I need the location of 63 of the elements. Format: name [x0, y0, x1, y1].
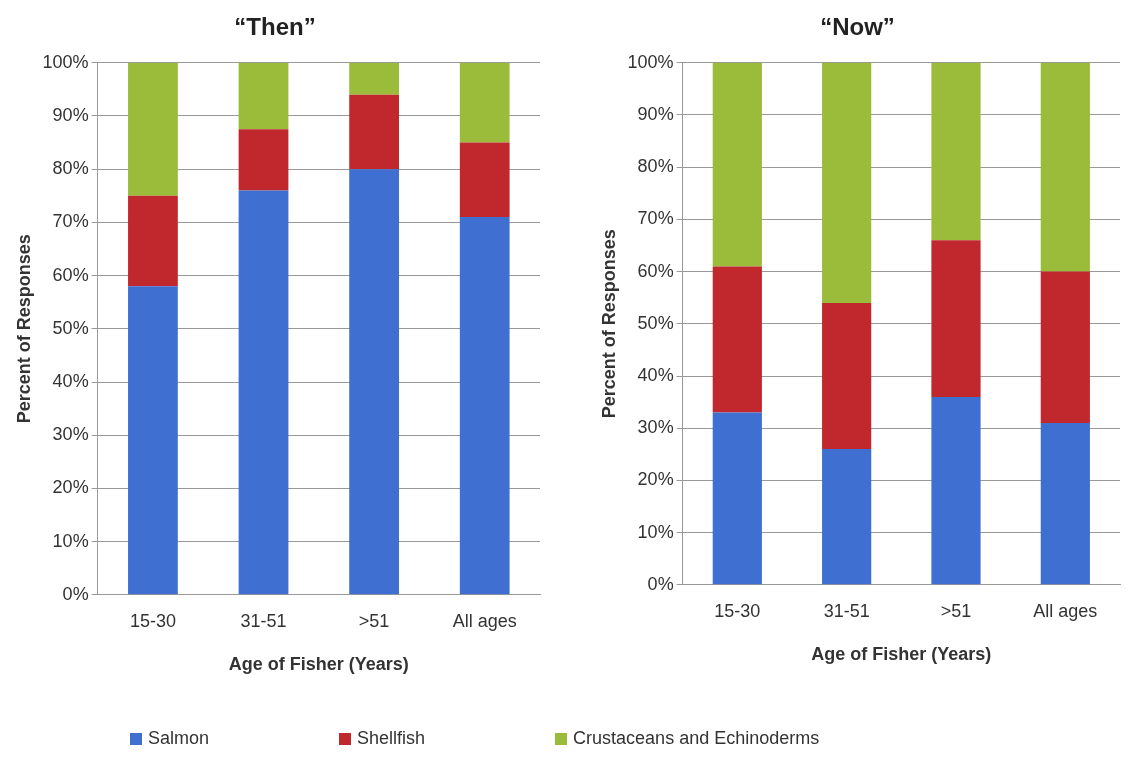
bar: [238, 129, 289, 191]
y-tick-label: 100%: [627, 51, 674, 72]
legend-label: Salmon: [148, 728, 210, 749]
y-tick-label: 100%: [42, 51, 89, 72]
x-tick-label: 15-30: [129, 610, 176, 631]
bar: [712, 266, 762, 413]
y-tick-label: 30%: [637, 417, 674, 438]
y-axis-title: Percent of Responses: [598, 229, 619, 419]
bar: [1040, 62, 1090, 272]
bar: [712, 412, 762, 585]
bar: [459, 217, 510, 595]
y-tick-label: 20%: [52, 477, 89, 498]
bar: [459, 142, 510, 218]
y-tick-label: 10%: [52, 530, 89, 551]
x-tick-label: All ages: [452, 610, 517, 631]
y-tick-label: 70%: [637, 208, 674, 229]
y-tick-label: 60%: [52, 264, 89, 285]
y-tick-label: 40%: [637, 364, 674, 385]
x-tick-label: 31-51: [823, 600, 870, 621]
bar: [1040, 271, 1090, 423]
x-axis-title: Age of Fisher (Years): [228, 654, 409, 675]
y-tick-label: 80%: [52, 158, 89, 179]
bar: [822, 449, 872, 585]
y-tick-label: 70%: [52, 211, 89, 232]
x-tick-label: All ages: [1033, 600, 1098, 621]
y-tick-label: 10%: [637, 521, 674, 542]
bar: [128, 62, 178, 196]
bar: [128, 286, 178, 595]
legend-label: Shellfish: [357, 728, 426, 749]
y-axis-title: Percent of Responses: [13, 234, 34, 424]
chart-title: “Now”: [820, 13, 895, 41]
y-tick-label: 90%: [52, 104, 89, 125]
y-tick-label: 60%: [637, 260, 674, 281]
chart-title: “Then”: [234, 13, 316, 41]
y-tick-label: 50%: [52, 317, 89, 338]
bar: [459, 62, 510, 143]
bar: [349, 169, 399, 595]
y-tick-label: 0%: [647, 573, 674, 594]
bar: [238, 62, 289, 130]
y-tick-label: 80%: [637, 156, 674, 177]
y-tick-label: 90%: [637, 103, 674, 124]
y-tick-label: 40%: [52, 370, 89, 391]
bar: [128, 195, 178, 287]
bar: [349, 94, 399, 170]
x-tick-label: >51: [940, 600, 972, 621]
bar: [1040, 422, 1090, 585]
bar: [931, 396, 981, 585]
legend-label: Crustaceans and Echinoderms: [573, 728, 820, 749]
y-tick-label: 20%: [637, 469, 674, 490]
bar: [931, 62, 981, 241]
x-tick-label: >51: [358, 610, 390, 631]
bar: [349, 62, 399, 95]
x-tick-label: 31-51: [240, 610, 287, 631]
y-tick-label: 0%: [62, 583, 89, 604]
bar: [822, 302, 872, 450]
x-axis-title: Age of Fisher (Years): [811, 644, 992, 665]
bar: [931, 240, 981, 397]
y-tick-label: 50%: [637, 312, 674, 333]
bar: [712, 62, 762, 267]
x-tick-label: 15-30: [714, 600, 761, 621]
bar: [822, 62, 872, 303]
bar: [238, 190, 289, 595]
y-tick-label: 30%: [52, 424, 89, 445]
